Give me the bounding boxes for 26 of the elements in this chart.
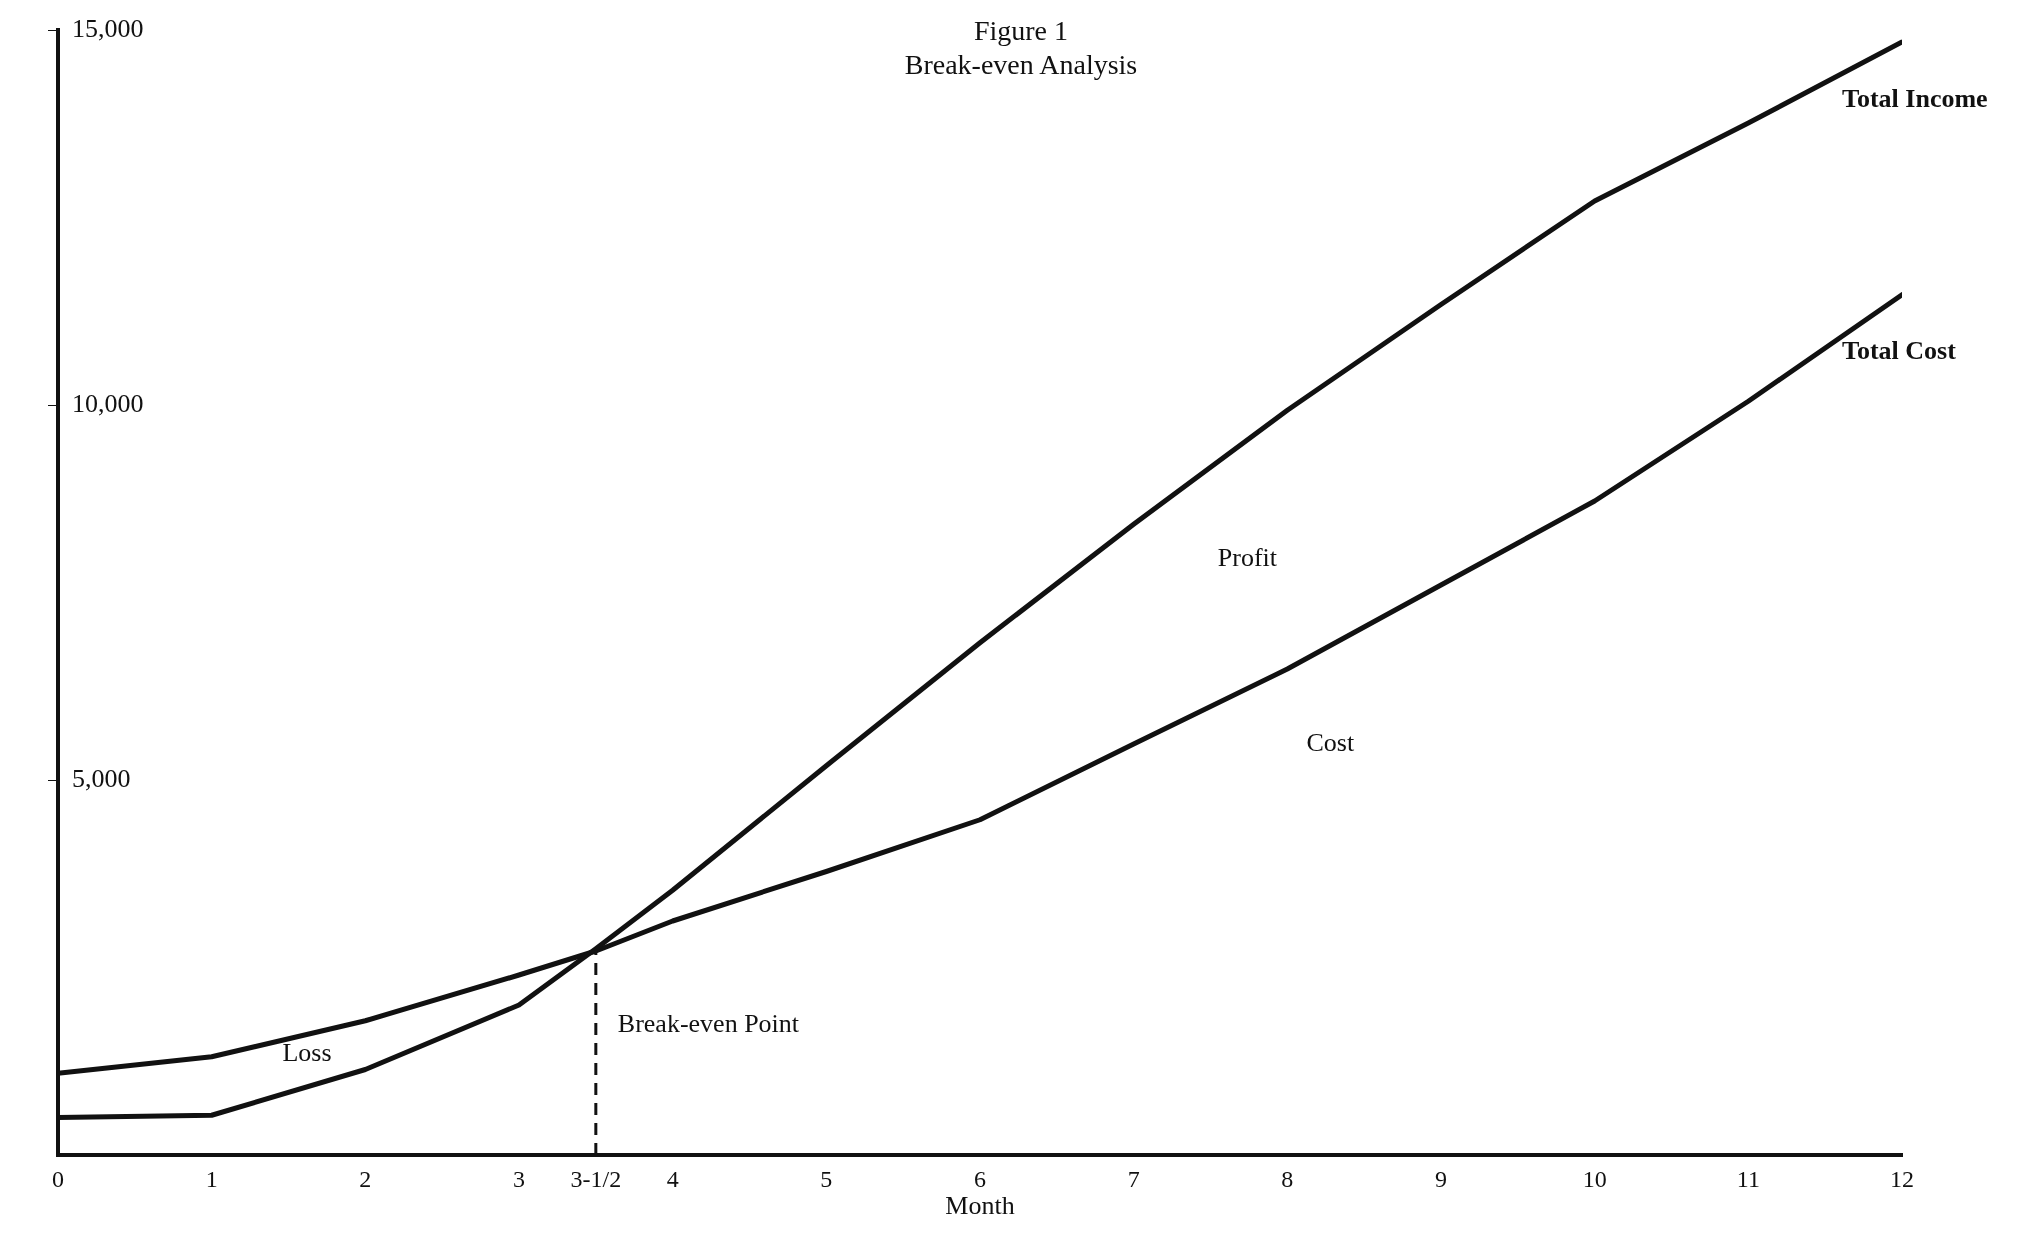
x-tick-label: 7 (1127, 1165, 1140, 1192)
x-tick-label: 12 (1890, 1165, 1914, 1192)
annotation: Loss (282, 1037, 332, 1067)
x-tick-label: 2 (359, 1165, 372, 1192)
x-tick-label: 0 (52, 1165, 64, 1192)
x-tick-label: 1 (205, 1165, 218, 1192)
annotation: Profit (1217, 542, 1278, 572)
y-tick-label: 15,000 (72, 13, 144, 43)
x-tick-label: 9 (1435, 1165, 1447, 1192)
annotation: Cost (1306, 728, 1355, 758)
x-tick-label: 4 (666, 1165, 679, 1192)
x-tick-label: 11 (1736, 1165, 1760, 1192)
x-tick-label: 6 (974, 1165, 986, 1192)
text: Break-even Analysis (903, 48, 1139, 82)
chart-title: Figure 1 (973, 15, 1069, 46)
series-label: Total Income (1842, 83, 1988, 113)
x-tick-label: 5 (820, 1165, 833, 1192)
x-tick-label: 10 (1582, 1165, 1607, 1192)
x-axis-title: Month (945, 1191, 1015, 1221)
x-tick-label: 8 (1281, 1165, 1294, 1192)
y-tick-label: 5,000 (72, 763, 131, 793)
ref-line-label: Break-even Point (617, 1009, 800, 1039)
x-tick-label: 3 (513, 1165, 525, 1192)
y-tick-label: 10,000 (72, 388, 144, 418)
x-tick-label: 3-1/2 (570, 1165, 622, 1192)
series-label: Total Cost (1842, 336, 1957, 366)
